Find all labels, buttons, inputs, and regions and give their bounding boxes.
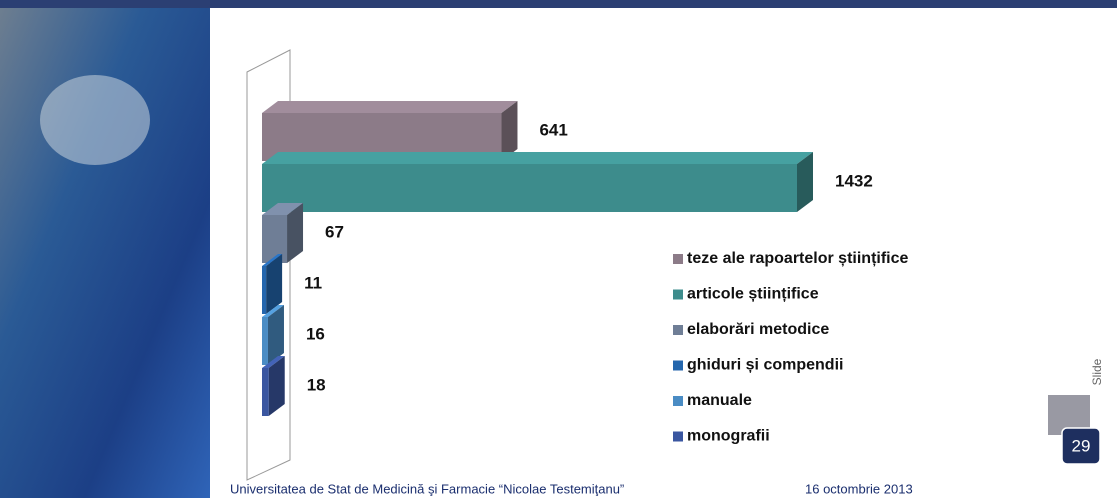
top-band — [210, 0, 1117, 8]
bar-top — [262, 152, 813, 164]
legend-label: elaborări metodice — [687, 321, 829, 338]
legend-swatch — [673, 254, 683, 264]
bar — [262, 317, 268, 365]
value-label: 16 — [306, 324, 325, 343]
value-label: 18 — [307, 375, 326, 394]
legend-swatch — [673, 290, 683, 300]
legend-label: teze ale rapoartelor științifice — [687, 250, 909, 267]
slide-label: Slide — [1090, 358, 1104, 385]
slide-number: 29 — [1072, 436, 1091, 455]
value-label: 641 — [539, 120, 567, 139]
bar — [262, 266, 266, 314]
value-label: 1432 — [835, 171, 873, 190]
legend-swatch — [673, 432, 683, 442]
legend-swatch — [673, 325, 683, 335]
photo-figure — [40, 75, 150, 165]
value-label: 67 — [325, 222, 344, 241]
bar — [262, 215, 287, 263]
legend-label: manuale — [687, 392, 752, 409]
footer-institution: Universitatea de Stat de Medicină şi Far… — [230, 481, 624, 496]
side-image — [0, 0, 210, 498]
bar — [262, 164, 797, 212]
slide: Universitatea de Stat de Medicină şi Far… — [0, 0, 1117, 498]
bar — [262, 368, 269, 416]
legend-swatch — [673, 396, 683, 406]
legend-label: monografii — [687, 428, 770, 445]
bar-top — [262, 101, 517, 113]
value-label: 11 — [304, 273, 322, 292]
page: Universitatea de Stat de Medicină şi Far… — [0, 0, 1117, 498]
legend-label: articole științifice — [687, 286, 819, 303]
legend-label: ghiduri și compendii — [687, 357, 843, 374]
top-band — [0, 0, 210, 8]
legend-swatch — [673, 361, 683, 371]
footer-date: 16 octombrie 2013 — [805, 481, 913, 496]
